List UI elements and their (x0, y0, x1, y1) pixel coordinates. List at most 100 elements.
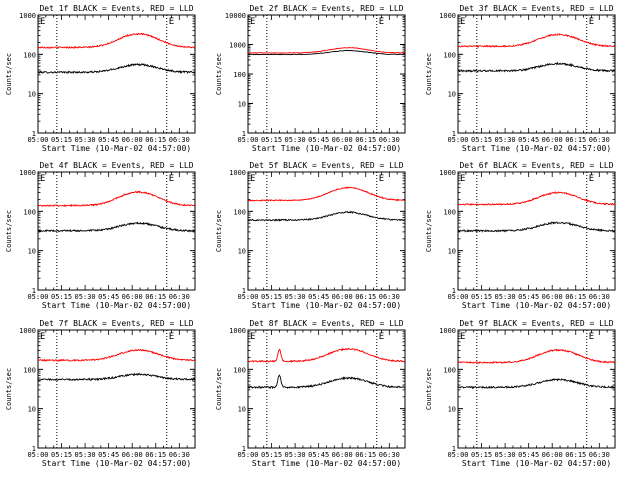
plot-frame (37, 329, 196, 449)
x-tick-label: 05:30 (495, 451, 516, 459)
y-axis-label: Counts/sec (425, 53, 433, 95)
y-tick-label: 10 (238, 101, 246, 109)
x-tick-label: 06:00 (542, 451, 563, 459)
panel-title: Det 4f BLACK = Events, RED = LLD (39, 161, 193, 170)
y-tick-label: 100 (443, 366, 456, 374)
y-tick-label: 1000 (229, 42, 246, 50)
series-line-events (457, 61, 616, 73)
panel-3: Det 3f BLACK = Events, RED = LLD Counts/s… (425, 4, 616, 153)
marker-label: E (250, 174, 255, 184)
x-tick-label: 05:15 (471, 136, 492, 144)
y-tick-label: 1 (32, 130, 36, 138)
y-tick-label: 100 (233, 366, 246, 374)
marker-label: E (250, 17, 255, 27)
y-tick-label: 1000 (19, 327, 36, 335)
y-tick-label: 100 (443, 208, 456, 216)
x-tick-label: 06:00 (332, 293, 353, 301)
x-tick-label: 06:00 (332, 451, 353, 459)
x-tick-label: 05:15 (471, 451, 492, 459)
marker-label: E (379, 174, 384, 184)
y-tick-label: 100 (233, 208, 246, 216)
y-tick-label: 1 (452, 445, 456, 453)
y-tick-label: 10000 (225, 12, 246, 20)
panel-6: Det 6f BLACK = Events, RED = LLD Counts/s… (425, 161, 616, 310)
x-tick-label: 06:30 (379, 293, 400, 301)
x-tick-label: 05:30 (285, 136, 306, 144)
marker-label: E (460, 17, 465, 27)
x-tick-label: 05:45 (518, 293, 539, 301)
series-line-events (37, 221, 195, 233)
y-tick-label: 10 (448, 91, 456, 99)
series-line-lld (247, 347, 405, 363)
x-tick-label: 06:00 (122, 293, 143, 301)
panel-title: Det 2f BLACK = Events, RED = LLD (249, 4, 403, 13)
series-line-events (457, 378, 615, 390)
y-tick-label: 10 (448, 248, 456, 256)
x-axis-label: Start Time (10-Mar-02 04:57:00) (42, 144, 191, 153)
x-tick-label: 05:15 (261, 451, 282, 459)
panel-title: Det 3f BLACK = Events, RED = LLD (459, 4, 613, 13)
marker-label: E (460, 332, 465, 342)
x-tick-label: 06:15 (565, 136, 586, 144)
marker-label: E (589, 174, 594, 184)
x-tick-label: 05:00 (27, 293, 48, 301)
y-tick-label: 100 (443, 51, 456, 59)
marker-label: E (460, 174, 465, 184)
x-axis-label: Start Time (10-Mar-02 04:57:00) (462, 301, 611, 310)
x-tick-label: 05:15 (51, 136, 72, 144)
x-tick-label: 05:30 (285, 293, 306, 301)
series-line-lld (457, 33, 616, 48)
series-line-lld (37, 348, 195, 362)
panel-5: Det 5f BLACK = Events, RED = LLD Counts/s… (215, 161, 406, 310)
series-line-events (37, 63, 196, 75)
x-axis-label: Start Time (10-Mar-02 04:57:00) (252, 301, 401, 310)
y-tick-label: 1 (242, 287, 246, 295)
x-tick-label: 05:45 (518, 136, 539, 144)
plot-frame (457, 14, 616, 134)
marker-label: E (40, 17, 45, 27)
panel-8: Det 8f BLACK = Events, RED = LLD Counts/s… (215, 319, 406, 468)
x-tick-label: 05:15 (261, 293, 282, 301)
x-tick-label: 06:30 (169, 451, 190, 459)
marker-label: E (589, 17, 594, 27)
marker-label: E (589, 332, 594, 342)
x-tick-label: 06:15 (565, 293, 586, 301)
y-tick-label: 10 (28, 248, 36, 256)
plot-frame (247, 171, 406, 291)
series-line-lld (37, 32, 195, 50)
x-tick-label: 05:45 (308, 451, 329, 459)
series-line-events (457, 221, 615, 233)
y-tick-label: 1000 (439, 327, 456, 335)
y-tick-label: 1000 (19, 12, 36, 20)
x-tick-label: 06:00 (542, 136, 563, 144)
x-tick-label: 06:30 (589, 293, 610, 301)
x-tick-label: 05:00 (447, 451, 468, 459)
panel-title: Det 5f BLACK = Events, RED = LLD (249, 161, 403, 170)
y-tick-label: 1000 (229, 169, 246, 177)
x-axis-label: Start Time (10-Mar-02 04:57:00) (42, 301, 191, 310)
x-axis-label: Start Time (10-Mar-02 04:57:00) (462, 459, 611, 468)
y-tick-label: 100 (23, 366, 36, 374)
panel-title: Det 9f BLACK = Events, RED = LLD (459, 319, 613, 328)
y-axis-label: Counts/sec (5, 368, 13, 410)
x-tick-label: 05:30 (75, 293, 96, 301)
x-axis-label: Start Time (10-Mar-02 04:57:00) (42, 459, 191, 468)
x-tick-label: 06:15 (145, 136, 166, 144)
y-tick-label: 1 (242, 130, 246, 138)
x-tick-label: 05:00 (237, 136, 258, 144)
y-tick-label: 1000 (439, 169, 456, 177)
series-line-events (247, 374, 405, 390)
y-axis-label: Counts/sec (215, 210, 223, 252)
y-tick-label: 1 (32, 445, 36, 453)
series-line-events (248, 210, 405, 222)
y-axis-label: Counts/sec (215, 368, 223, 410)
y-axis-label: Counts/sec (5, 210, 13, 252)
panel-title: Det 7f BLACK = Events, RED = LLD (39, 319, 193, 328)
x-tick-label: 06:15 (355, 451, 376, 459)
series-line-lld (38, 190, 195, 208)
x-axis-label: Start Time (10-Mar-02 04:57:00) (462, 144, 611, 153)
x-tick-label: 05:15 (51, 451, 72, 459)
x-axis-label: Start Time (10-Mar-02 04:57:00) (252, 459, 401, 468)
x-tick-label: 05:00 (27, 451, 48, 459)
